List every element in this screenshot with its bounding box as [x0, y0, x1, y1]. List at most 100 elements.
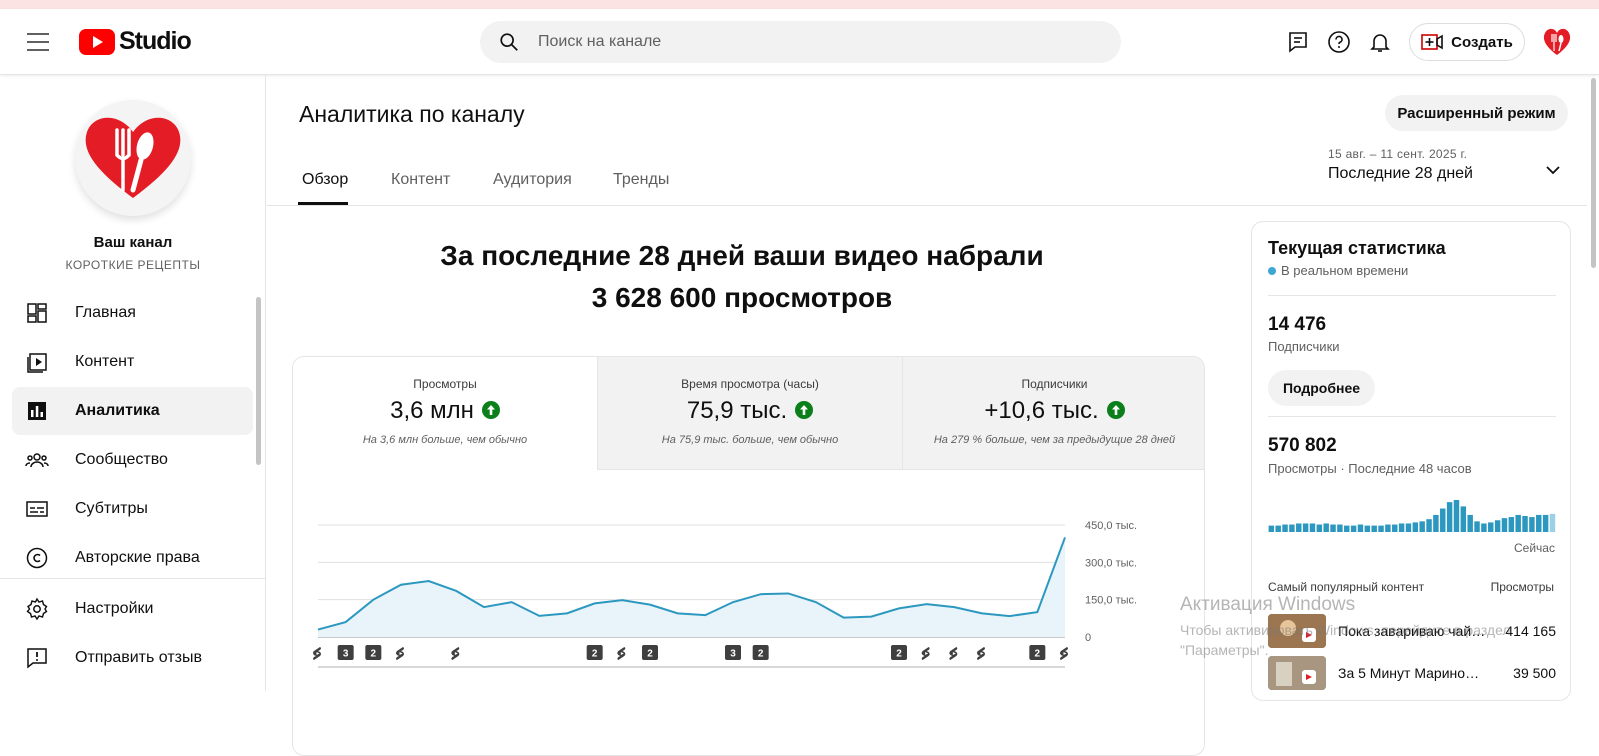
- shorts-marker-icon[interactable]: [922, 647, 930, 660]
- sidebar-item-content[interactable]: Контент: [12, 338, 253, 386]
- spark-bar: [1406, 523, 1411, 532]
- sidebar-item-settings[interactable]: Настройки: [12, 585, 253, 633]
- realtime-sparkline[interactable]: [1268, 492, 1556, 532]
- sidebar-item-dashboard[interactable]: Главная: [12, 289, 253, 337]
- spark-bar: [1509, 517, 1514, 532]
- notifications-icon[interactable]: [1368, 30, 1392, 54]
- spark-bar: [1550, 514, 1555, 532]
- sidebar-item-feedback[interactable]: Отправить отзыв: [12, 634, 253, 682]
- spark-bar: [1515, 515, 1520, 532]
- shorts-marker-icon[interactable]: [1060, 647, 1068, 660]
- popular-views-header: Просмотры: [1491, 580, 1554, 594]
- popular-content-row[interactable]: За 5 Минут Маринова... 39 500: [1268, 656, 1556, 694]
- settings-icon: [25, 597, 49, 621]
- metric-note: На 3,6 млн больше, чем обычно: [293, 434, 597, 446]
- spark-bar: [1282, 525, 1287, 532]
- video-count-label: 2: [896, 649, 902, 660]
- sidebar-item-community[interactable]: Сообщество: [12, 436, 253, 484]
- sidebar-item-label: Настройки: [75, 600, 153, 618]
- create-button[interactable]: Создать: [1409, 23, 1525, 61]
- y-tick-label: 150,0 тыс.: [1085, 595, 1137, 607]
- metrics-card-group: Просмотры 3,6 млн На 3,6 млн больше, чем…: [292, 356, 1205, 756]
- y-tick-label: 450,0 тыс.: [1085, 520, 1137, 532]
- sidebar-scrollbar[interactable]: [256, 297, 261, 465]
- shorts-marker-icon[interactable]: [451, 647, 459, 660]
- video-count-label: 2: [371, 649, 377, 660]
- shorts-marker-icon[interactable]: [617, 647, 625, 660]
- spark-bar: [1536, 515, 1541, 532]
- spark-bar: [1385, 525, 1390, 532]
- metric-value-text: 3,6 млн: [390, 397, 474, 424]
- metric-value-text: +10,6 тыс.: [984, 397, 1098, 424]
- help-icon[interactable]: [1327, 30, 1351, 54]
- account-avatar[interactable]: [1541, 26, 1573, 58]
- spark-bar: [1323, 523, 1328, 532]
- sidebar-item-label: Сообщество: [75, 451, 168, 469]
- page-scrollbar[interactable]: [1591, 78, 1596, 268]
- tab-trends[interactable]: Тренды: [613, 171, 669, 189]
- video-thumbnail: [1268, 614, 1326, 648]
- shorts-marker-icon[interactable]: [313, 647, 321, 660]
- arrow-up-icon: [1107, 401, 1125, 419]
- shorts-marker-icon[interactable]: [949, 647, 957, 660]
- studio-logo[interactable]: Studio: [79, 27, 191, 56]
- shorts-marker-icon[interactable]: [977, 647, 985, 660]
- video-count-label: 3: [343, 649, 349, 660]
- headline-line-2: 3 628 600 просмотров: [282, 277, 1202, 319]
- tab-content[interactable]: Контент: [391, 171, 450, 189]
- live-dot-icon: [1268, 267, 1276, 275]
- date-period-selector[interactable]: Последние 28 дней: [1328, 165, 1473, 183]
- headline-line-1: За последние 28 дней ваши видео набрали: [282, 235, 1202, 277]
- views-48h-count: 570 802: [1268, 435, 1337, 457]
- more-details-button[interactable]: Подробнее: [1268, 370, 1375, 406]
- sidebar-item-analytics[interactable]: Аналитика: [12, 387, 253, 435]
- spark-bar: [1413, 522, 1418, 532]
- video-count-label: 3: [730, 649, 736, 660]
- content-icon: [25, 350, 49, 374]
- spark-bar: [1358, 525, 1363, 532]
- popular-content-row[interactable]: Пока завариваю чай,... 414 165: [1268, 614, 1556, 652]
- divider: [1268, 295, 1556, 296]
- views-headline: За последние 28 дней ваши видео набрали …: [282, 235, 1202, 319]
- community-icon: [25, 448, 49, 472]
- page-title: Аналитика по каналу: [299, 101, 525, 128]
- y-tick-label: 300,0 тыс.: [1085, 557, 1137, 569]
- metric-value: 75,9 тыс.: [598, 397, 902, 425]
- video-count-label: 2: [647, 649, 653, 660]
- realtime-live-indicator: В реальном времени: [1268, 263, 1408, 278]
- live-label: В реальном времени: [1281, 263, 1408, 278]
- tab-audience[interactable]: Аудитория: [493, 171, 572, 189]
- search-input[interactable]: [538, 33, 1098, 51]
- menu-icon[interactable]: [27, 33, 49, 51]
- advanced-mode-button[interactable]: Расширенный режим: [1385, 95, 1568, 131]
- metric-card-subscribers[interactable]: Подписчики +10,6 тыс. На 279 % больше, ч…: [903, 357, 1205, 470]
- chevron-down-icon[interactable]: [1543, 160, 1563, 180]
- feedback-icon: [25, 646, 49, 670]
- sidebar-item-label: Контент: [75, 353, 134, 371]
- spark-bar: [1344, 526, 1349, 532]
- analytics-icon: [25, 399, 49, 423]
- search-bar[interactable]: [480, 21, 1121, 63]
- spark-bar: [1392, 525, 1397, 532]
- metric-card-watch-time[interactable]: Время просмотра (часы) 75,9 тыс. На 75,9…: [598, 357, 903, 470]
- spark-bar: [1454, 500, 1459, 532]
- date-range: 15 авг. – 11 сент. 2025 г.: [1328, 147, 1467, 161]
- popular-content-header: Самый популярный контент: [1268, 580, 1424, 594]
- video-title: Пока завариваю чай,...: [1338, 623, 1486, 639]
- shorts-marker-icon[interactable]: [396, 647, 404, 660]
- tab-overview[interactable]: Обзор: [302, 171, 348, 189]
- now-label: Сейчас: [1514, 541, 1555, 555]
- channel-avatar[interactable]: [75, 100, 191, 216]
- realtime-title: Текущая статистика: [1268, 238, 1446, 259]
- metric-card-views[interactable]: Просмотры 3,6 млн На 3,6 млн больше, чем…: [293, 357, 598, 470]
- spark-bar: [1296, 523, 1301, 532]
- sidebar-item-subtitles[interactable]: Субтитры: [12, 485, 253, 533]
- sidebar-item-copyright[interactable]: Авторские права: [12, 534, 253, 582]
- top-notice-strip: [0, 0, 1599, 9]
- video-title: За 5 Минут Маринова...: [1338, 665, 1486, 681]
- metric-title: Подписчики: [903, 377, 1205, 391]
- arrow-up-icon: [795, 401, 813, 419]
- comments-icon[interactable]: [1286, 30, 1310, 54]
- search-icon: [498, 31, 520, 53]
